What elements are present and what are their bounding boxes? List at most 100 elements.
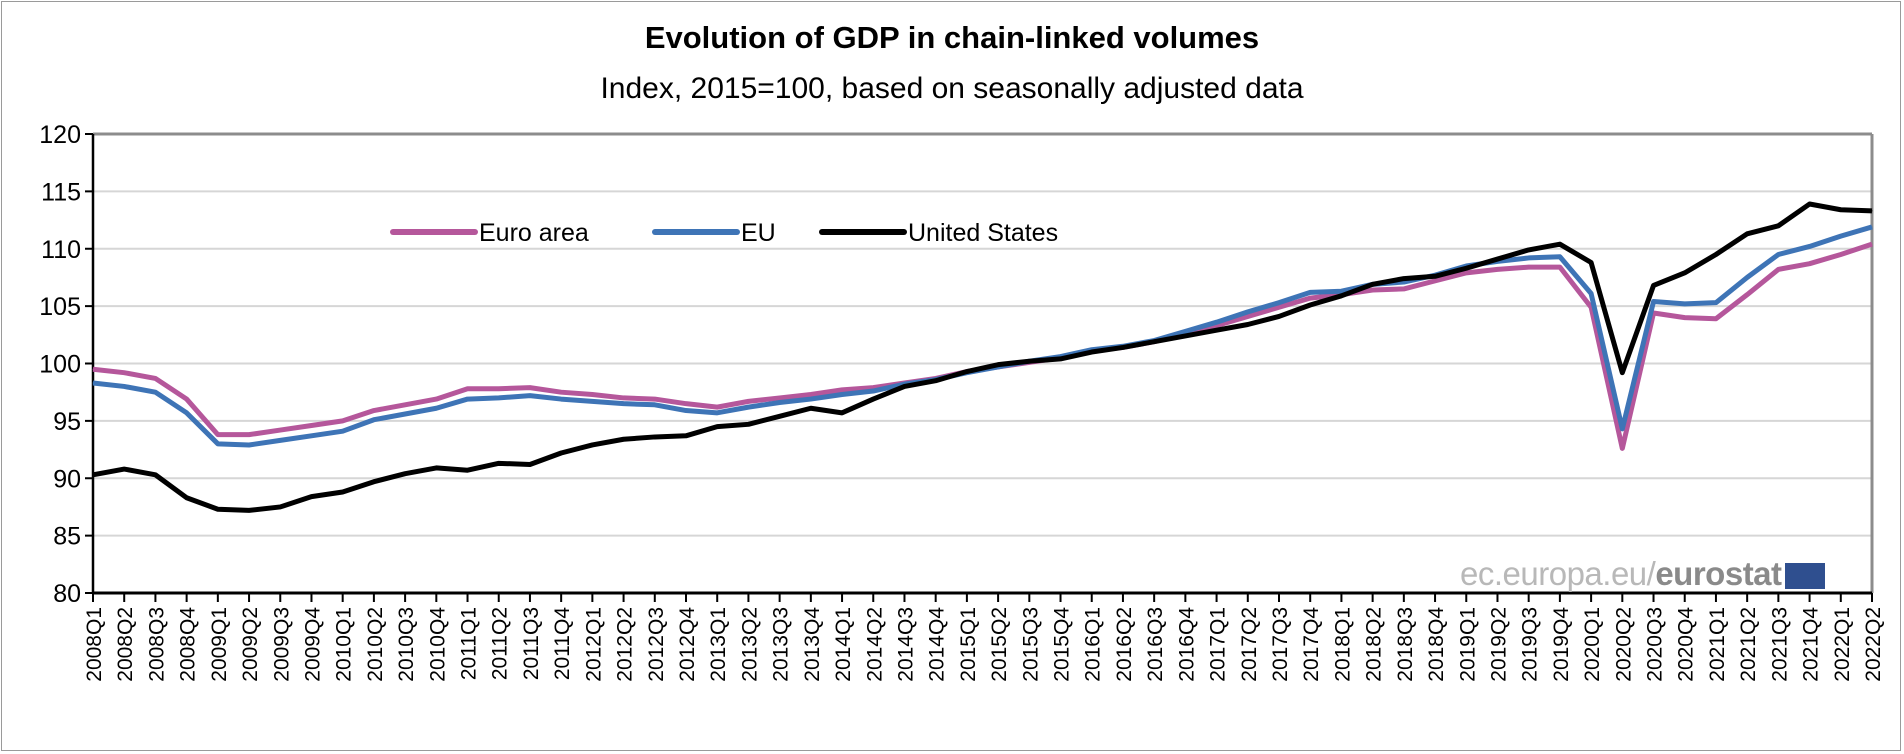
x-tick-label: 2017Q2: [1238, 607, 1261, 682]
series-united-states: [92, 201, 1873, 513]
data-point: [154, 391, 156, 393]
chart-title: Evolution of GDP in chain-linked volumes: [644, 20, 1260, 55]
data-point: [1684, 317, 1686, 319]
data-point: [997, 364, 999, 366]
x-tick-label: 2021Q4: [1800, 607, 1823, 682]
data-point: [310, 424, 312, 426]
x-tick-label: 2011Q2: [489, 607, 512, 680]
x-tick-label: 2015Q1: [957, 607, 980, 682]
data-point: [560, 398, 562, 400]
data-point: [1247, 323, 1249, 325]
data-point: [1434, 275, 1436, 277]
data-point: [1777, 253, 1779, 255]
watermark-prefix: ec.europa.eu/: [1460, 555, 1656, 592]
legend-item: United States: [819, 219, 1058, 247]
x-tick-label: 2009Q2: [239, 607, 262, 682]
x-tick-label: 2017Q1: [1207, 607, 1230, 682]
data-point: [154, 474, 156, 476]
data-point: [623, 397, 625, 399]
data-point: [373, 481, 375, 483]
x-tick-label: 2014Q2: [863, 607, 886, 682]
data-point: [1653, 301, 1655, 303]
x-tick-label: 2011Q4: [551, 607, 574, 680]
data-point: [591, 444, 593, 446]
data-point: [1746, 276, 1748, 278]
data-point: [1528, 257, 1530, 259]
x-tick-label: 2012Q3: [645, 607, 668, 682]
data-point: [1871, 226, 1873, 228]
data-point: [623, 438, 625, 440]
eu-flag-icon: [1784, 563, 1825, 590]
data-point: [1840, 253, 1842, 255]
data-point: [529, 395, 531, 397]
legend-label: United States: [908, 219, 1058, 247]
x-tick-label: 2021Q2: [1737, 607, 1760, 682]
y-tick-label: 90: [53, 465, 81, 493]
data-point: [903, 385, 905, 387]
x-tick-label: 2008Q4: [177, 607, 200, 682]
data-point: [1871, 243, 1873, 245]
data-point: [779, 397, 781, 399]
x-tick-label: 2008Q2: [114, 607, 137, 682]
data-point: [1559, 243, 1561, 245]
data-point: [1247, 315, 1249, 317]
data-point: [1091, 351, 1093, 353]
data-point: [1809, 245, 1811, 247]
data-point: [1871, 210, 1873, 212]
data-point: [217, 434, 219, 436]
data-point: [1372, 289, 1374, 291]
x-tick-label: 2016Q1: [1082, 607, 1105, 682]
x-tick-label: 2020Q2: [1612, 607, 1635, 682]
x-tick-label: 2009Q4: [301, 607, 324, 682]
data-point: [1216, 321, 1218, 323]
x-tick-label: 2008Q1: [83, 607, 106, 682]
data-point: [1184, 335, 1186, 337]
data-point: [1528, 249, 1530, 251]
data-point: [1715, 302, 1717, 304]
data-point: [1340, 295, 1342, 297]
data-point: [654, 398, 656, 400]
data-point: [123, 372, 125, 374]
data-point: [92, 368, 94, 370]
data-point: [810, 393, 812, 395]
y-tick-label: 80: [53, 580, 81, 608]
data-point: [1496, 258, 1498, 260]
series-eu: [92, 224, 1873, 448]
data-point: [841, 389, 843, 391]
data-point: [186, 398, 188, 400]
x-tick-label: 2019Q1: [1456, 607, 1479, 682]
data-point: [1216, 329, 1218, 331]
data-point: [404, 413, 406, 415]
x-tick-label: 2020Q3: [1644, 607, 1667, 682]
data-point: [1653, 284, 1655, 286]
data-point: [1777, 225, 1779, 227]
x-tick-label: 2012Q1: [582, 607, 605, 682]
x-tick-label: 2020Q1: [1581, 607, 1604, 682]
series-line: [92, 224, 1873, 448]
data-point: [872, 398, 874, 400]
data-point: [1372, 283, 1374, 285]
data-point: [654, 404, 656, 406]
data-point: [623, 403, 625, 405]
data-point: [217, 508, 219, 510]
x-tick-label: 2013Q4: [801, 607, 824, 682]
legend-label: Euro area: [479, 219, 589, 247]
x-tick-label: 2014Q3: [894, 607, 917, 682]
x-tick-label: 2019Q4: [1550, 607, 1573, 682]
data-point: [279, 439, 281, 441]
x-tick-label: 2018Q3: [1394, 607, 1417, 682]
x-tick-label: 2018Q2: [1363, 607, 1386, 682]
data-point: [685, 410, 687, 412]
data-point: [1060, 358, 1062, 360]
data-point: [217, 443, 219, 445]
data-point: [498, 462, 500, 464]
data-point: [186, 497, 188, 499]
data-point: [186, 412, 188, 414]
x-tick-label: 2016Q2: [1113, 607, 1136, 682]
data-point: [404, 473, 406, 475]
x-tick-label: 2019Q2: [1487, 607, 1510, 682]
series-line: [92, 201, 1873, 513]
data-point: [342, 420, 344, 422]
